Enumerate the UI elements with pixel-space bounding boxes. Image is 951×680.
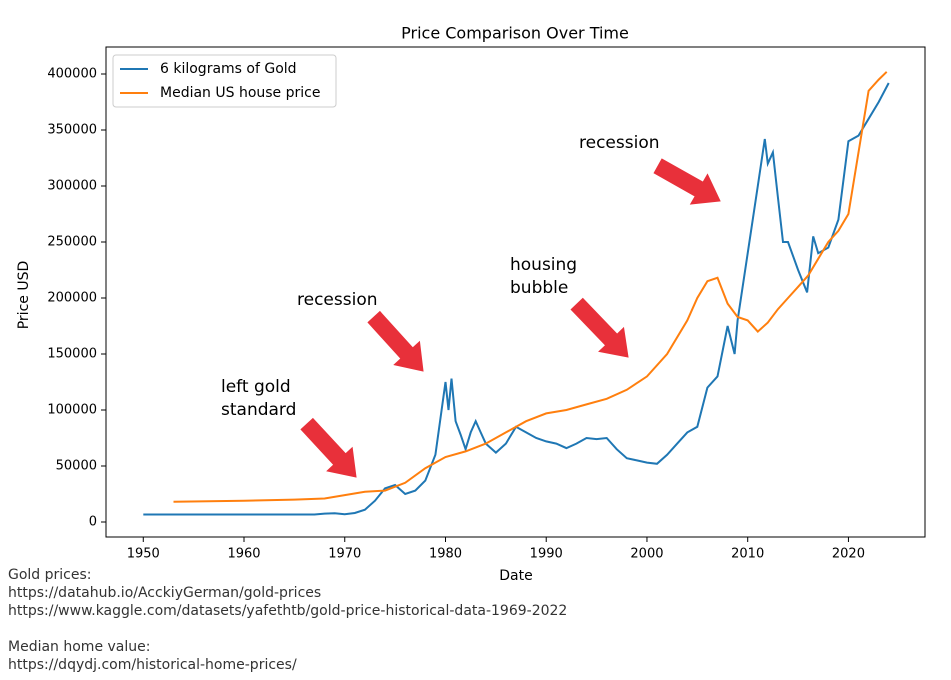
annotation-text: bubble <box>510 278 568 298</box>
y-tick-label: 50000 <box>56 458 97 473</box>
x-tick-label: 1960 <box>227 547 260 562</box>
footnote-line: https://datahub.io/AcckiyGerman/gold-pri… <box>8 585 321 601</box>
annotation-arrow <box>653 158 721 205</box>
chart-title: Price Comparison Over Time <box>401 24 629 43</box>
y-tick-label: 350000 <box>47 122 97 137</box>
series-line <box>173 71 888 503</box>
annotation-text: recession <box>579 133 660 153</box>
y-tick-label: 400000 <box>47 66 97 81</box>
y-tick-label: 0 <box>89 514 97 529</box>
y-tick-label: 150000 <box>47 346 97 361</box>
y-tick-label: 250000 <box>47 234 97 249</box>
footnote-line: https://dqydj.com/historical-home-prices… <box>8 657 297 673</box>
footnote-line: https://www.kaggle.com/datasets/yafethtb… <box>8 603 567 619</box>
y-tick-label: 200000 <box>47 290 97 305</box>
x-axis-label: Date <box>499 568 532 584</box>
x-tick-label: 2020 <box>832 547 865 562</box>
annotation-arrow <box>300 417 357 478</box>
footnote-line: Median home value: <box>8 639 150 655</box>
annotation-text: left gold <box>221 377 291 397</box>
annotation-text: recession <box>297 290 378 310</box>
series-line <box>143 82 890 516</box>
footnote-line: Gold prices: <box>8 567 92 583</box>
x-tick-label: 1950 <box>127 547 160 562</box>
annotation-text: housing <box>510 255 577 275</box>
legend-label: 6 kilograms of Gold <box>160 61 297 77</box>
plot-frame <box>105 46 926 538</box>
x-tick-label: 2010 <box>731 547 764 562</box>
y-tick-label: 300000 <box>47 178 97 193</box>
legend-box <box>112 54 337 108</box>
legend-label: Median US house price <box>160 85 320 101</box>
y-axis-label: Price USD <box>16 261 32 330</box>
x-tick-label: 2000 <box>630 547 663 562</box>
annotation-arrow <box>570 297 629 358</box>
x-tick-label: 1970 <box>328 547 361 562</box>
annotation-text: standard <box>221 400 296 420</box>
y-tick-label: 100000 <box>47 402 97 417</box>
annotation-arrow <box>367 310 424 372</box>
x-tick-label: 1980 <box>429 547 462 562</box>
x-tick-label: 1990 <box>530 547 563 562</box>
